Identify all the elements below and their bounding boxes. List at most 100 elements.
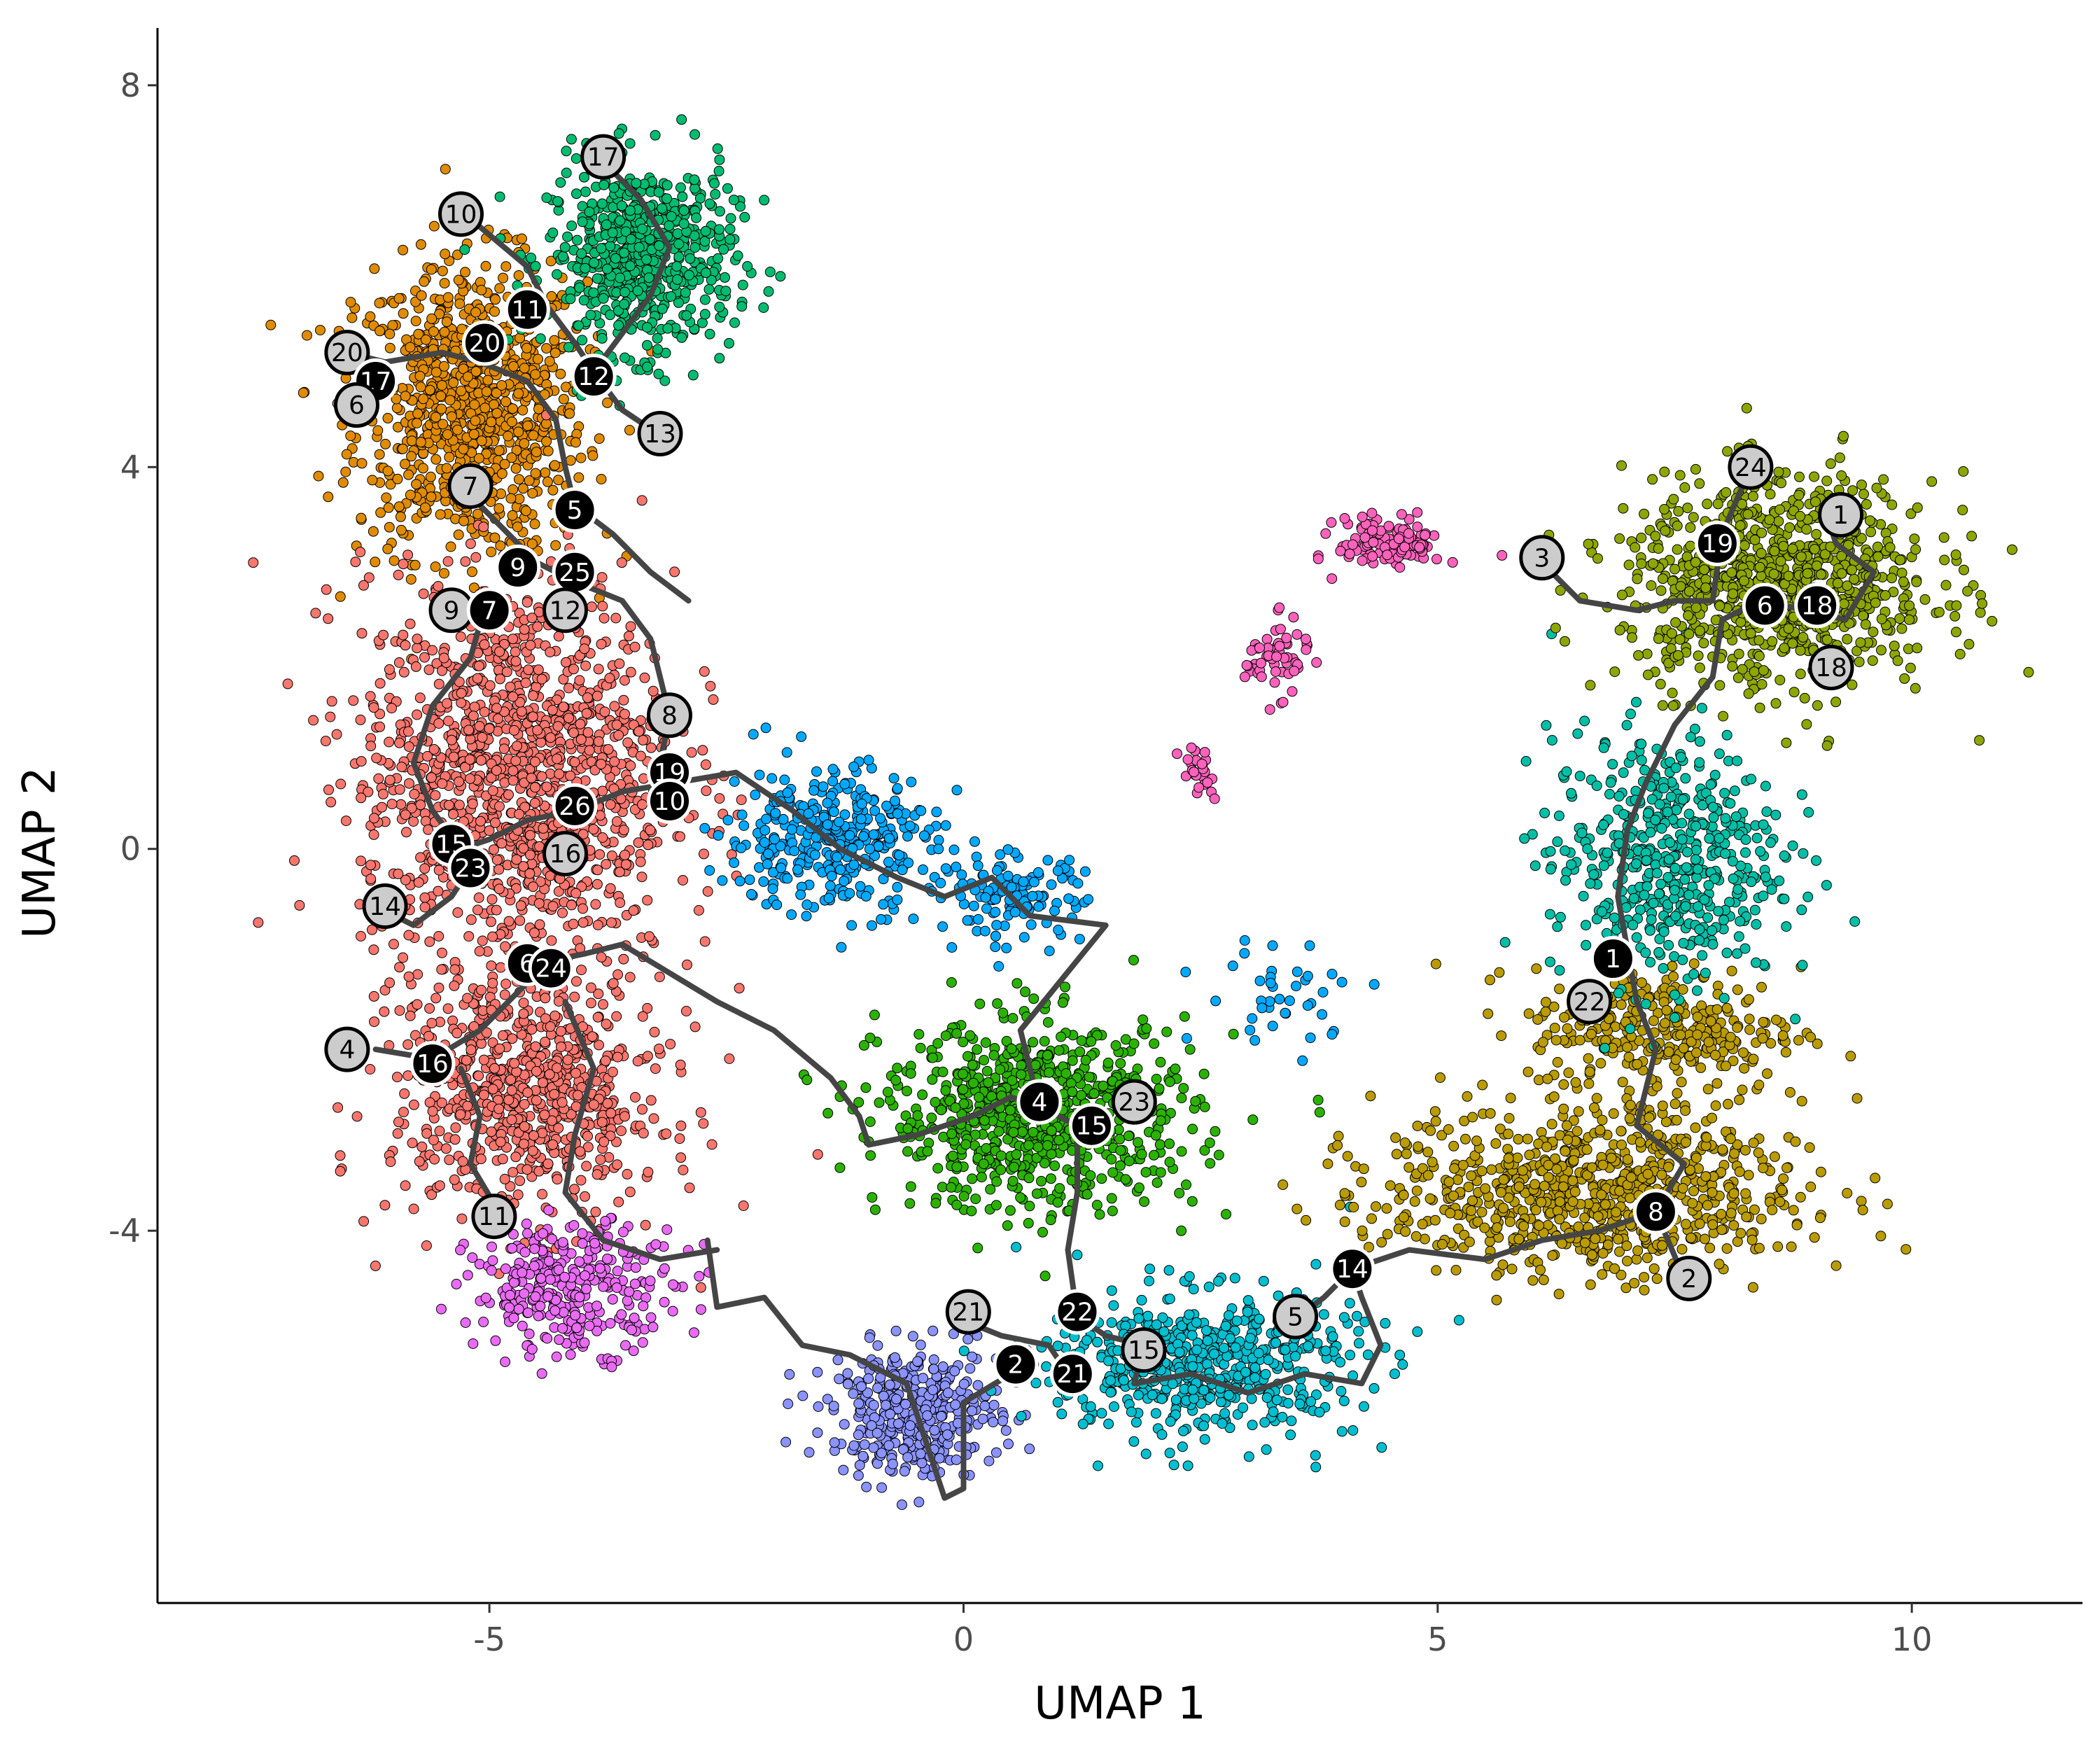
cell-point: [522, 420, 533, 431]
cell-point: [453, 274, 464, 286]
cell-point: [536, 771, 547, 782]
cell-point: [408, 1099, 419, 1110]
cell-point: [720, 272, 730, 283]
cell-point: [470, 552, 482, 563]
cell-point: [444, 451, 455, 463]
cell-point: [462, 993, 473, 1004]
cell-point: [1265, 977, 1276, 988]
cell-point: [423, 824, 434, 835]
cell-point: [1186, 1196, 1198, 1207]
cell-point: [374, 678, 386, 689]
cell-point: [1302, 1000, 1313, 1011]
cell-point: [526, 252, 537, 263]
cell-point: [902, 831, 913, 842]
cell-point: [569, 757, 580, 768]
cell-point: [590, 1206, 601, 1217]
cell-point: [436, 403, 447, 414]
cell-point: [406, 451, 417, 462]
cell-point: [596, 474, 607, 484]
cell-point: [427, 645, 438, 656]
cell-point: [486, 1265, 497, 1276]
cell-point: [439, 278, 450, 289]
cell-point: [580, 262, 591, 274]
cell-point: [574, 1292, 585, 1303]
cell-point: [796, 731, 807, 742]
cell-point: [592, 1011, 603, 1023]
cell-point: [467, 1252, 478, 1264]
cell-point: [452, 907, 463, 918]
cell-point: [642, 1051, 653, 1062]
cell-point: [704, 328, 715, 340]
cell-point: [494, 646, 505, 657]
cell-point: [1161, 1026, 1172, 1037]
cell-point: [677, 191, 688, 202]
cell-point: [678, 875, 688, 886]
cell-point: [552, 721, 564, 732]
cell-point: [457, 1156, 468, 1167]
cell-point: [525, 830, 536, 841]
cell-point: [598, 179, 610, 190]
cell-point: [480, 1292, 491, 1303]
cell-point: [541, 436, 552, 447]
cell-point: [393, 657, 405, 668]
cell-point: [1151, 1074, 1162, 1084]
cell-point: [633, 837, 644, 848]
cell-point: [454, 776, 464, 788]
cell-point: [662, 323, 673, 334]
cell-point: [758, 302, 769, 313]
cell-point: [592, 690, 603, 701]
cell-point: [700, 759, 711, 770]
cell-point: [396, 762, 407, 773]
cell-point: [424, 384, 435, 396]
cell-point: [460, 556, 471, 567]
cell-point: [480, 260, 491, 272]
cell-point: [1312, 1095, 1324, 1105]
cell-point: [430, 454, 442, 465]
cell-point: [619, 299, 630, 309]
cell-point: [455, 1109, 466, 1120]
cell-point: [289, 855, 300, 866]
cell-point: [437, 265, 448, 276]
cell-point: [532, 724, 543, 736]
cell-point: [547, 901, 559, 912]
cell-point: [902, 1086, 912, 1097]
cell-point: [418, 393, 429, 405]
cell-point: [678, 205, 690, 216]
cell-point: [930, 1198, 941, 1209]
cell-point: [657, 203, 668, 214]
cell-point: [834, 816, 845, 827]
cell-point: [653, 187, 664, 198]
cell-point: [526, 1343, 538, 1354]
cell-point: [374, 326, 386, 337]
cell-point: [666, 291, 677, 302]
cell-point: [497, 1030, 508, 1041]
cell-point: [528, 1261, 540, 1272]
cell-point: [566, 899, 577, 911]
cell-point: [469, 399, 480, 410]
cell-point: [542, 1291, 554, 1302]
cell-point: [368, 702, 379, 713]
cell-point: [478, 522, 489, 533]
cell-point: [546, 935, 557, 946]
cell-point: [825, 880, 836, 891]
cell-point: [722, 815, 734, 826]
cell-point: [601, 1018, 612, 1030]
cell-point: [639, 672, 650, 683]
cell-point: [1181, 1180, 1191, 1190]
cell-point: [1154, 1083, 1165, 1094]
cell-point: [265, 319, 276, 330]
cell-point: [672, 228, 683, 239]
cell-point: [636, 495, 648, 506]
cell-point: [946, 977, 957, 988]
cell-point: [972, 860, 983, 872]
cell-point: [462, 1270, 473, 1281]
cell-point: [694, 1270, 705, 1282]
cell-point: [596, 638, 607, 650]
cell-point: [393, 1116, 404, 1128]
cell-point: [1184, 1044, 1196, 1055]
cell-point: [568, 1220, 580, 1231]
cell-point: [832, 851, 843, 862]
cell-point: [1074, 1046, 1086, 1057]
cell-point: [384, 736, 395, 748]
cell-point: [918, 864, 928, 875]
